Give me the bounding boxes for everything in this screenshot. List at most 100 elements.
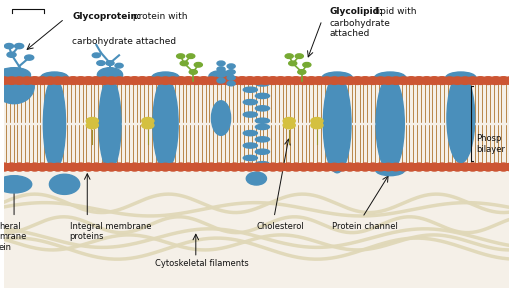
Circle shape xyxy=(251,77,264,84)
Circle shape xyxy=(366,77,379,84)
Circle shape xyxy=(227,81,235,86)
Circle shape xyxy=(44,77,57,84)
Circle shape xyxy=(7,52,16,57)
Circle shape xyxy=(67,77,80,84)
Circle shape xyxy=(297,163,310,171)
Circle shape xyxy=(36,163,49,171)
Circle shape xyxy=(497,163,510,171)
Circle shape xyxy=(227,64,235,69)
Circle shape xyxy=(189,77,203,84)
Circle shape xyxy=(335,163,349,171)
Circle shape xyxy=(212,163,226,171)
Circle shape xyxy=(166,77,180,84)
Circle shape xyxy=(343,163,356,171)
Circle shape xyxy=(128,163,141,171)
Circle shape xyxy=(428,77,441,84)
Ellipse shape xyxy=(152,72,179,84)
Circle shape xyxy=(228,77,241,84)
Circle shape xyxy=(82,163,95,171)
Circle shape xyxy=(259,163,272,171)
Circle shape xyxy=(51,163,65,171)
Circle shape xyxy=(228,163,241,171)
Circle shape xyxy=(404,163,418,171)
Circle shape xyxy=(474,163,487,171)
Circle shape xyxy=(142,122,154,129)
Circle shape xyxy=(381,77,395,84)
Circle shape xyxy=(113,77,126,84)
Circle shape xyxy=(389,163,402,171)
Circle shape xyxy=(20,163,34,171)
Circle shape xyxy=(13,77,26,84)
Circle shape xyxy=(466,163,479,171)
Circle shape xyxy=(90,77,103,84)
Circle shape xyxy=(397,163,410,171)
Ellipse shape xyxy=(40,72,68,84)
Circle shape xyxy=(436,163,449,171)
Text: carbohydrate attached: carbohydrate attached xyxy=(72,37,176,46)
Circle shape xyxy=(497,77,510,84)
Circle shape xyxy=(328,77,341,84)
Circle shape xyxy=(236,77,249,84)
Circle shape xyxy=(5,163,18,171)
Circle shape xyxy=(13,77,26,84)
Circle shape xyxy=(182,163,195,171)
Circle shape xyxy=(5,77,18,84)
Circle shape xyxy=(220,163,233,171)
Circle shape xyxy=(136,77,149,84)
Circle shape xyxy=(505,163,512,171)
Circle shape xyxy=(497,77,510,84)
Circle shape xyxy=(328,163,341,171)
Circle shape xyxy=(497,163,510,171)
Circle shape xyxy=(90,163,103,171)
Circle shape xyxy=(197,163,210,171)
Circle shape xyxy=(74,163,88,171)
Text: protein with: protein with xyxy=(130,12,188,20)
Circle shape xyxy=(259,163,272,171)
Circle shape xyxy=(105,77,118,84)
Circle shape xyxy=(142,118,154,124)
Circle shape xyxy=(74,163,88,171)
Circle shape xyxy=(217,67,225,71)
Circle shape xyxy=(289,163,303,171)
Circle shape xyxy=(443,77,456,84)
Circle shape xyxy=(82,77,95,84)
Circle shape xyxy=(459,163,472,171)
Circle shape xyxy=(259,77,272,84)
Circle shape xyxy=(143,77,157,84)
Circle shape xyxy=(482,163,495,171)
Ellipse shape xyxy=(447,73,475,163)
Circle shape xyxy=(436,77,449,84)
Circle shape xyxy=(297,163,310,171)
Circle shape xyxy=(420,163,433,171)
Circle shape xyxy=(335,77,349,84)
Bar xyxy=(4,78,509,288)
Circle shape xyxy=(220,77,233,84)
Circle shape xyxy=(113,163,126,171)
Circle shape xyxy=(343,77,356,84)
Circle shape xyxy=(443,163,456,171)
Circle shape xyxy=(151,77,164,84)
Circle shape xyxy=(474,163,487,171)
Circle shape xyxy=(289,61,297,66)
Ellipse shape xyxy=(153,78,178,170)
Text: Cholesterol: Cholesterol xyxy=(257,222,304,231)
Circle shape xyxy=(451,77,464,84)
Circle shape xyxy=(197,77,210,84)
Circle shape xyxy=(305,163,318,171)
Circle shape xyxy=(90,163,103,171)
Circle shape xyxy=(166,163,180,171)
Text: Protein channel: Protein channel xyxy=(332,222,398,231)
Circle shape xyxy=(0,77,11,84)
Circle shape xyxy=(420,77,433,84)
Circle shape xyxy=(466,163,479,171)
Circle shape xyxy=(212,163,226,171)
Circle shape xyxy=(97,61,105,65)
Circle shape xyxy=(113,163,126,171)
Circle shape xyxy=(466,77,479,84)
Circle shape xyxy=(189,163,203,171)
Circle shape xyxy=(351,77,364,84)
Circle shape xyxy=(451,163,464,171)
Circle shape xyxy=(143,77,157,84)
Circle shape xyxy=(320,163,333,171)
Circle shape xyxy=(274,163,287,171)
